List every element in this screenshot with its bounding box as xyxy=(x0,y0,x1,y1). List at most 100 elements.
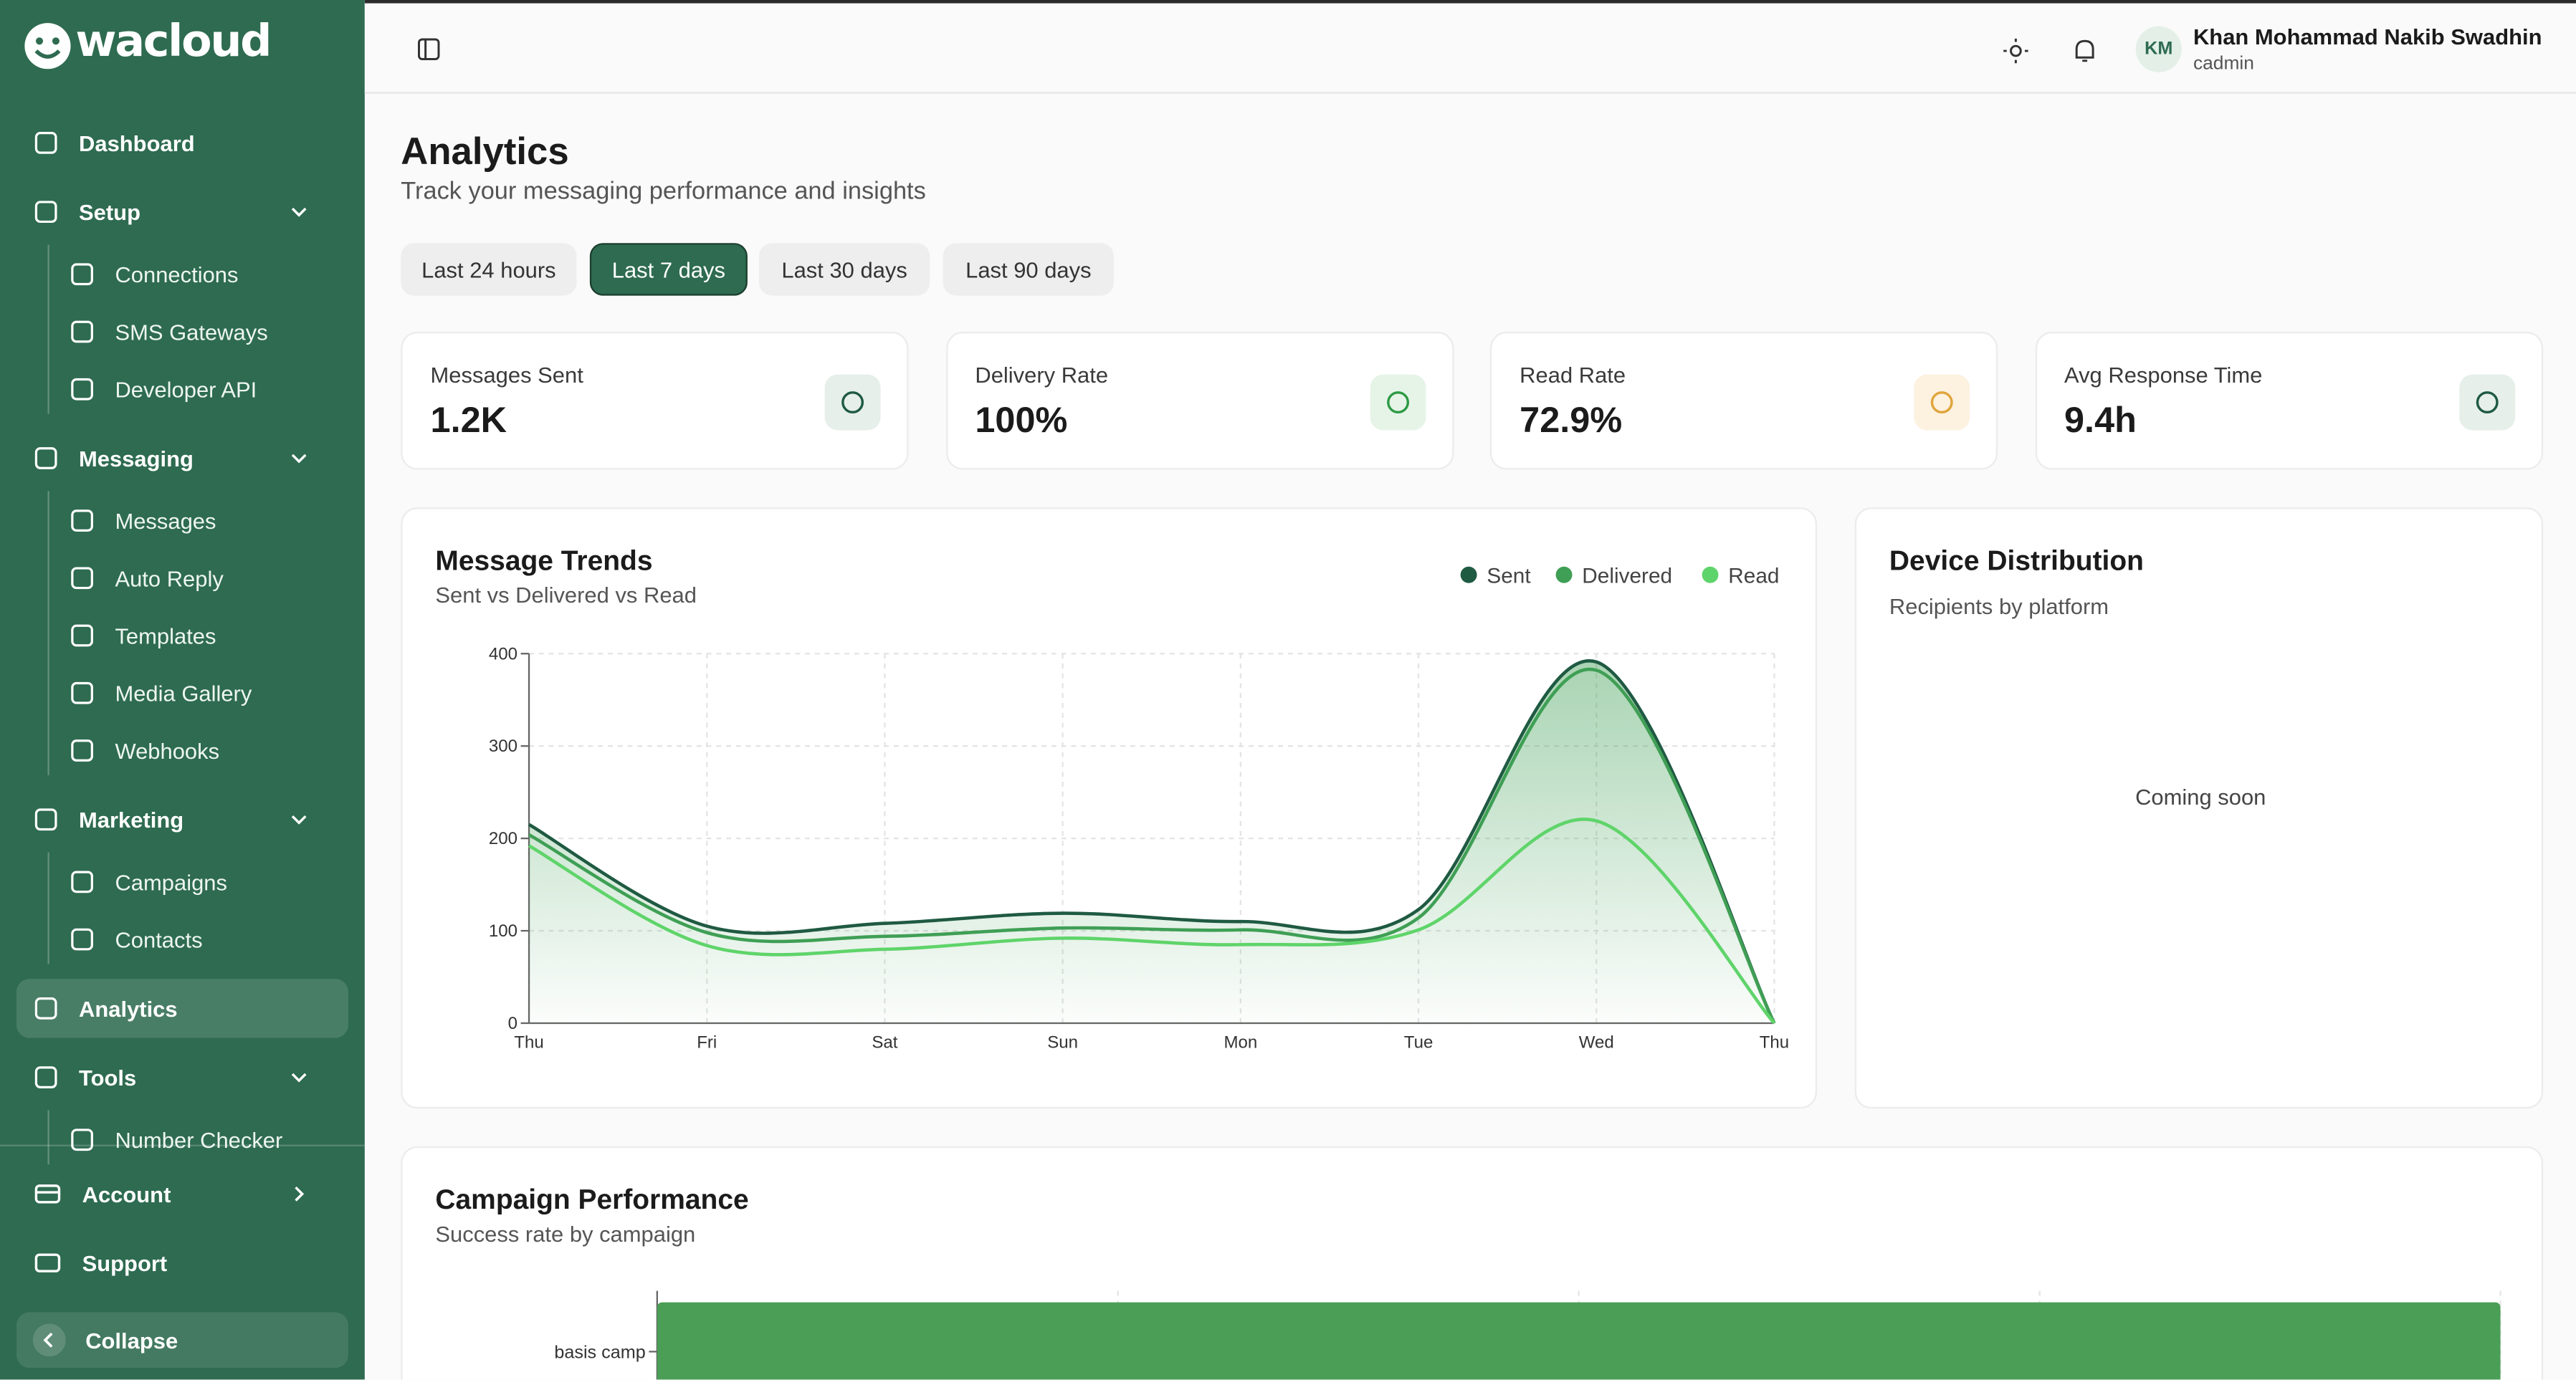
stat-card: Delivery Rate 100% xyxy=(945,332,1454,470)
icon xyxy=(841,391,864,414)
chevron xyxy=(291,454,307,464)
icon xyxy=(71,739,93,762)
nav-subitem[interactable]: Auto Reply xyxy=(16,549,348,608)
stat-value: 9.4h xyxy=(2064,398,2137,441)
stat-icon xyxy=(1369,374,1426,431)
nav-item[interactable]: Tools xyxy=(16,1048,348,1107)
nav-label: Templates xyxy=(115,623,216,648)
nav-subitem[interactable]: SMS Gateways xyxy=(16,302,348,362)
nav-item[interactable]: Dashboard xyxy=(16,113,348,173)
legend-label: Sent xyxy=(1487,565,1531,588)
device-card: Device Distribution Recipients by platfo… xyxy=(1854,507,2544,1109)
nav-subitem[interactable]: Developer API xyxy=(16,360,348,419)
legend-swatch xyxy=(1460,566,1477,583)
collapse-button[interactable]: Collapse xyxy=(16,1312,348,1369)
icon xyxy=(34,808,57,831)
y-tick-label: 400 xyxy=(489,644,517,663)
nav-item[interactable]: Messaging xyxy=(16,428,348,488)
sidebar-toggle[interactable] xyxy=(417,38,440,61)
icon xyxy=(34,1066,57,1088)
nav-label: Media Gallery xyxy=(115,681,252,706)
range-tab[interactable]: Last 90 days xyxy=(943,243,1115,296)
chevron xyxy=(291,207,307,217)
sidebar: wacloud Dashboard Setup Connections SMS Gat… xyxy=(0,0,365,1380)
icon xyxy=(71,928,93,951)
icon xyxy=(71,681,93,704)
nav-subitem[interactable]: Number Checker xyxy=(16,1110,348,1169)
nav-subitem[interactable]: Campaigns xyxy=(16,853,348,912)
nav-item[interactable]: Marketing xyxy=(16,790,348,849)
nav-subitem[interactable]: Messages xyxy=(16,491,348,550)
theme-toggle[interactable] xyxy=(2003,38,2029,64)
stat-value: 100% xyxy=(975,398,1068,441)
x-tick-label: Fri xyxy=(697,1032,717,1052)
icon xyxy=(71,1129,93,1151)
nav-subitem[interactable]: Templates xyxy=(16,606,348,666)
legend-swatch xyxy=(1555,566,1573,583)
icon xyxy=(1930,391,1953,414)
notifications[interactable] xyxy=(2071,38,2098,64)
nav-label: Support xyxy=(82,1250,168,1275)
nav-item[interactable]: Account xyxy=(16,1164,348,1224)
stat-label: Avg Response Time xyxy=(2064,363,2263,388)
y-tick-label: 300 xyxy=(489,737,517,756)
icon xyxy=(34,1184,61,1204)
nav-label: Messaging xyxy=(79,446,194,471)
stat-label: Delivery Rate xyxy=(975,363,1109,388)
icon xyxy=(71,624,93,647)
nav-label: Connections xyxy=(115,262,239,287)
avatar[interactable]: KM xyxy=(2135,26,2182,72)
stat-icon xyxy=(1914,374,1970,431)
icon xyxy=(1385,391,1408,414)
y-tick-label: 0 xyxy=(508,1014,517,1033)
nav-label: Account xyxy=(82,1182,171,1207)
y-tick-label: 100 xyxy=(489,921,517,941)
stat-card: Read Rate 72.9% xyxy=(1489,332,1998,470)
nav-item[interactable]: Setup xyxy=(16,182,348,241)
tree-line xyxy=(47,852,49,964)
range-tab[interactable]: Last 7 days xyxy=(589,243,748,296)
nav-label: Messages xyxy=(115,508,216,533)
icon xyxy=(34,1253,61,1273)
nav-subitem[interactable]: Media Gallery xyxy=(16,663,348,723)
series-line xyxy=(528,818,1776,1025)
x-tick-label: Sat xyxy=(872,1032,897,1052)
series-line xyxy=(528,659,1776,1024)
stat-label: Read Rate xyxy=(1520,363,1626,388)
nav-label: Contacts xyxy=(115,926,203,952)
nav-subitem[interactable]: Connections xyxy=(16,245,348,305)
nav-label: Developer API xyxy=(115,377,257,402)
nav-label: Analytics xyxy=(79,996,178,1021)
area xyxy=(529,661,1775,1023)
chevron xyxy=(291,1073,307,1083)
stat-label: Messages Sent xyxy=(430,363,583,388)
range-tab[interactable]: Last 24 hours xyxy=(401,243,577,296)
nav-label: Number Checker xyxy=(115,1127,283,1152)
legend-label: Read xyxy=(1728,565,1779,588)
chart-title: Message Trends xyxy=(435,545,652,576)
stat-icon xyxy=(2458,374,2515,431)
nav-label: Dashboard xyxy=(79,130,195,155)
stat-card: Messages Sent 1.2K xyxy=(401,332,909,470)
nav-subitem[interactable]: Webhooks xyxy=(16,721,348,780)
series-line xyxy=(528,667,1776,1025)
nav-label: Setup xyxy=(79,199,141,224)
card-subtitle: Recipients by platform xyxy=(1889,594,2109,620)
placeholder: Coming soon xyxy=(2135,785,2266,810)
tree-line xyxy=(47,1110,49,1165)
user-role: cadmin xyxy=(2193,54,2254,75)
y-tick-label: basis camp xyxy=(554,1343,645,1363)
legend-swatch xyxy=(1702,566,1719,583)
range-tab[interactable]: Last 30 days xyxy=(758,243,930,296)
nav-item[interactable]: Support xyxy=(16,1233,348,1293)
x-tick-label: Tue xyxy=(1404,1032,1434,1052)
nav-subitem[interactable]: Contacts xyxy=(16,910,348,969)
nav-item[interactable]: Analytics xyxy=(16,979,348,1038)
chevron xyxy=(291,815,307,825)
stat-icon xyxy=(824,374,881,431)
stat-value: 72.9% xyxy=(1520,398,1623,441)
x-tick-label: Mon xyxy=(1223,1032,1257,1052)
tree-line xyxy=(47,244,49,414)
